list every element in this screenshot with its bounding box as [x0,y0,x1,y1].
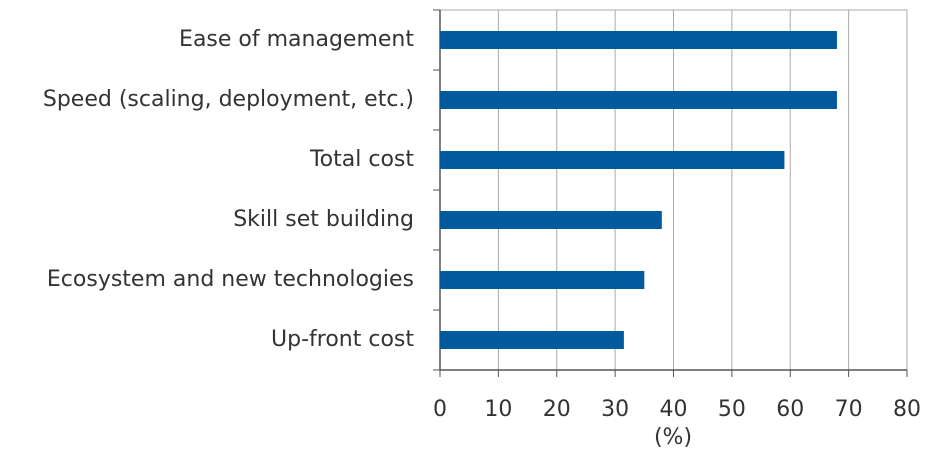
y-tick-label: Ecosystem and new technologies [47,267,414,292]
x-tick-label: 70 [835,397,863,422]
y-tick-label: Total cost [309,147,414,172]
bar [440,151,785,169]
y-tick-label: Skill set building [233,207,414,232]
bar [440,211,662,229]
x-axis-label: (%) [654,425,692,450]
x-tick-label: 30 [601,397,629,422]
x-tick-label: 50 [718,397,746,422]
y-tick-label: Up-front cost [271,327,414,352]
x-tick-label: 0 [433,397,447,422]
x-tick-label: 40 [660,397,688,422]
bar [440,91,837,109]
bar [440,31,837,49]
bar [440,331,624,349]
bar [440,271,645,289]
y-tick-label: Speed (scaling, deployment, etc.) [43,87,414,112]
x-tick-label: 60 [776,397,804,422]
y-tick-label: Ease of management [179,27,414,52]
x-tick-label: 20 [543,397,571,422]
x-tick-label: 10 [484,397,512,422]
x-tick-label: 80 [893,397,921,422]
